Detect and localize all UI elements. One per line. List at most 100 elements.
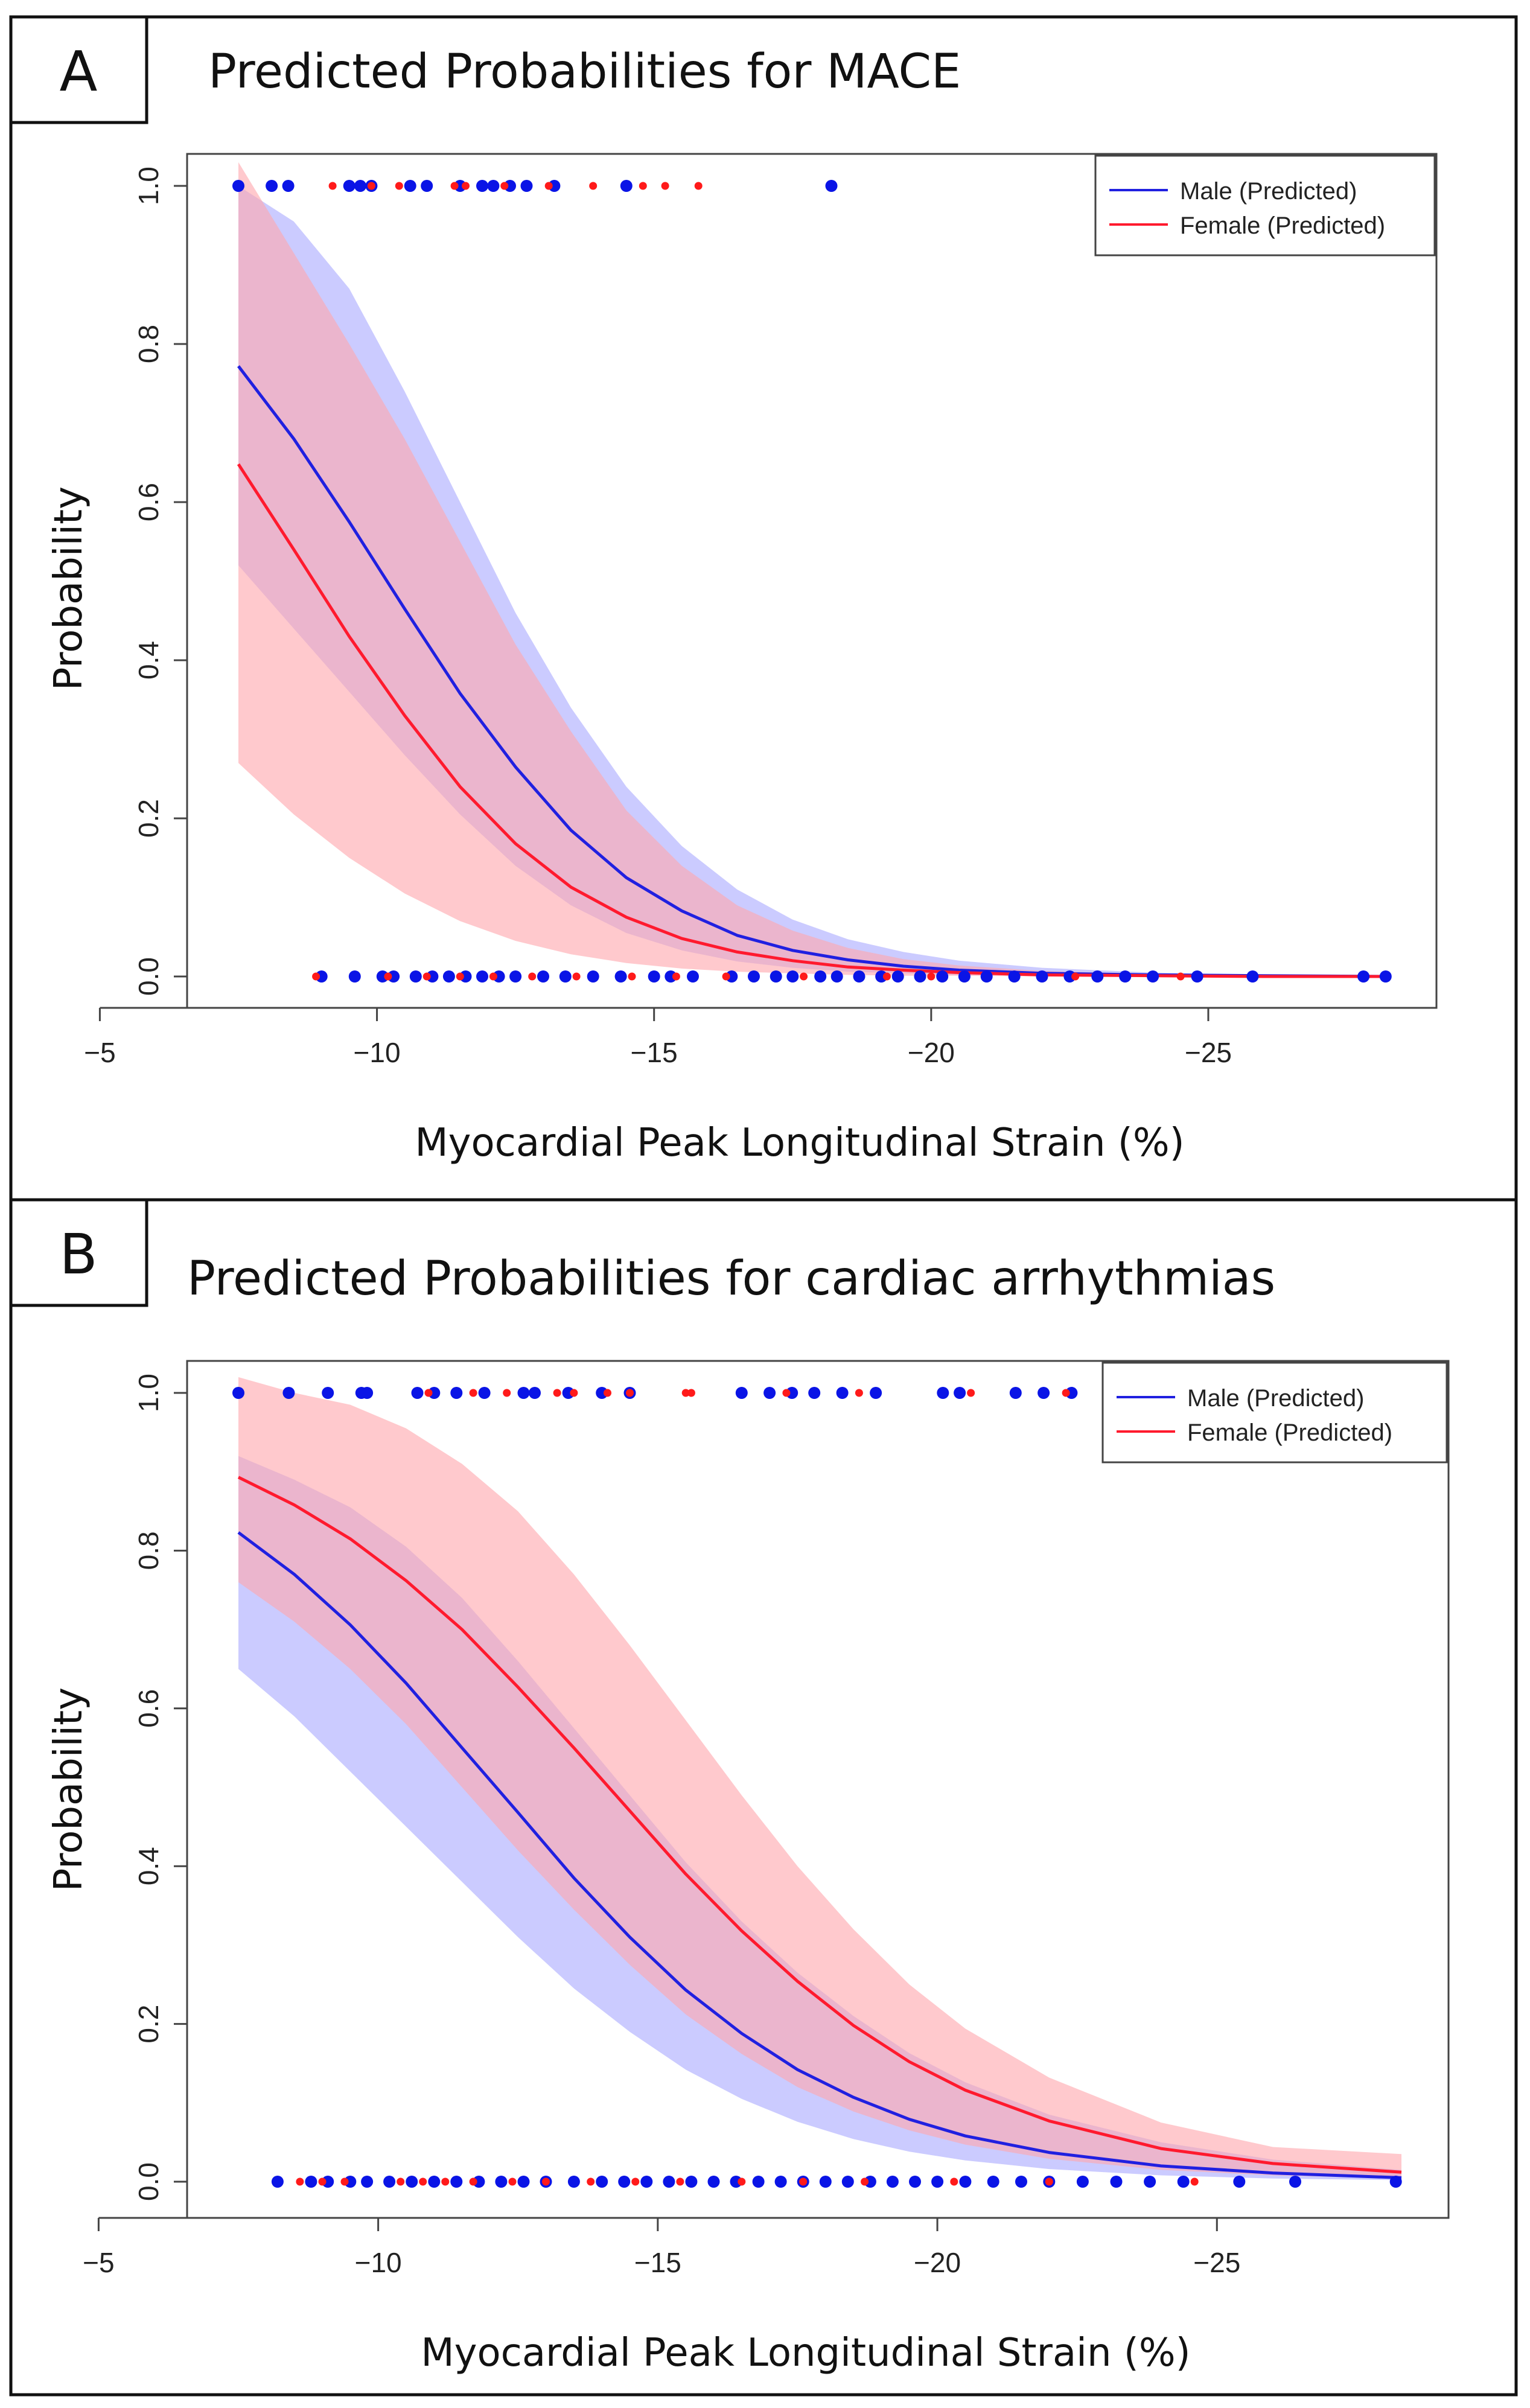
panel-b-male-nonevent-point [567,2176,580,2188]
panel-b-legend-box [1101,1362,1448,1464]
panel-b-female-event-point [626,1389,634,1397]
panel-a-y-tick-label: 0.2 [133,799,164,838]
panel-b-y-tick-label: 0.2 [133,2005,164,2043]
panel-a-female-event-point [462,182,470,190]
panel-a-y-tick-label: 0.0 [133,957,164,996]
panel-b-male-event-point [870,1387,882,1399]
panel-a-male-event-point [232,180,244,192]
panel-b-male-event-point [596,1387,608,1399]
panel-a-male-nonevent-point [1379,970,1392,983]
panel-b-male-nonevent-point [406,2176,418,2188]
panel-a-y-tick-label: 0.8 [133,325,164,363]
panel-a: A Predicted Probabilities for MACE −5 −10… [9,15,1518,1202]
panel-b-female-nonevent-point [296,2177,304,2186]
panel-b-female-event-point [1062,1389,1070,1397]
panel-b-female-nonevent-point [508,2177,517,2186]
panel-b-male-nonevent-point [1076,2176,1089,2188]
panel-b-male-nonevent-point [886,2176,899,2188]
panel-a-male-event-point [487,180,500,192]
panel-a-female-event-point [661,182,669,190]
panel-a-male-event-point [476,180,488,192]
panel-b-male-event-point [808,1387,821,1399]
panel-a-male-nonevent-point [980,970,993,983]
panel-b-female-event-point [687,1389,695,1397]
panel-b-male-nonevent-point [864,2176,876,2188]
panel-b-male-nonevent-point [428,2176,441,2188]
panel-a-female-nonevent-point [672,972,680,981]
panel-b-male-event-point [562,1387,575,1399]
panel-b-female-event-point [681,1389,690,1397]
panel-a-x-tick-label: −25 [1185,1037,1232,1068]
panel-a-male-nonevent-point [1357,970,1370,983]
panel-a-male-nonevent-point [814,970,827,983]
panel-a-male-nonevent-point [853,970,865,983]
panel-b-male-nonevent-point [383,2176,396,2188]
panel-a-x-tick-label: −15 [631,1037,678,1068]
panel-b-male-nonevent-point [495,2176,508,2188]
panel-a-male-nonevent-point [770,970,782,983]
panel-a-female-nonevent-point [882,972,891,981]
panel-a-male-nonevent-point [442,970,455,983]
panel-b-male-event-point [517,1387,530,1399]
panel-b-legend-female-label: Female (Predicted) [1187,1419,1392,1446]
panel-b-male-nonevent-point [1289,2176,1301,2188]
panel-b-male-event-point [1009,1387,1022,1399]
panel-a-male-nonevent-point [476,970,488,983]
panel-b-male-nonevent-point [473,2176,485,2188]
panel-b-male-nonevent-point [841,2176,854,2188]
panel-a-male-nonevent-point [1091,970,1104,983]
panel-b-x-tick-label: −25 [1193,2247,1240,2278]
panel-a-female-event-point [639,182,647,190]
panel-b-female-nonevent-point [441,2177,450,2186]
panel-b-male-nonevent-point [361,2176,374,2188]
panel-b-legend: Male (Predicted) Female (Predicted) [1101,1362,1448,1464]
panel-a-male-nonevent-point [875,970,888,983]
panel-b-male-nonevent-point [1389,2176,1402,2188]
panel-a-legend-female-label: Female (Predicted) [1180,212,1385,239]
panel-b-male-nonevent-point [752,2176,765,2188]
panel-a-female-nonevent-point [456,972,464,981]
panel-a-male-event-point [548,180,561,192]
panel-a-male-nonevent-point [1008,970,1021,983]
panel-b-female-nonevent-point [861,2177,869,2186]
panel-a-x-axis-title: Myocardial Peak Longitudinal Strain (%) [415,1121,1184,1165]
panel-b-female-confidence-band [238,1377,1401,2179]
panel-b-female-event-point [570,1389,578,1397]
panel-b-male-nonevent-point [707,2176,720,2188]
panel-b-male-event-point [954,1387,966,1399]
panel-b-male-nonevent-point [1110,2176,1123,2188]
panel-a-male-nonevent-point [1063,970,1076,983]
panel-a-male-nonevent-point [614,970,627,983]
panel-b-male-event-point [361,1387,374,1399]
panel-a-female-nonevent-point [572,972,581,981]
panel-b-female-event-point [967,1389,975,1397]
panel-a-female-nonevent-point [384,972,392,981]
panel-a-letter: A [60,39,98,104]
panel-a-x-tick-label: −5 [84,1037,115,1068]
panel-a-male-nonevent-point [958,970,971,983]
panel-b-male-nonevent-point [618,2176,631,2188]
panel-b-male-nonevent-point [305,2176,317,2188]
panel-a-male-nonevent-point [459,970,472,983]
panel-a-male-nonevent-point [426,970,439,983]
panel-b-observation-points [232,1387,1402,2188]
panel-b-x-axis: −5 −10 −15 −20 −25 [83,2217,1240,2278]
panel-b-female-nonevent-point [1190,2177,1199,2186]
panel-a-female-event-point [544,182,553,190]
panel-b-male-nonevent-point [909,2176,921,2188]
panel-b-male-event-point [478,1387,491,1399]
panel-b-female-nonevent-point [340,2177,349,2186]
panel-b-male-event-point [763,1387,776,1399]
panel-b-y-axis-title: Probability [46,1687,91,1891]
panel-a-male-nonevent-point [1246,970,1259,983]
panel-a-title: Predicted Probabilities for MACE [208,45,961,99]
panel-a-male-nonevent-point [748,970,760,983]
panel-b: B Predicted Probabilities for cardiac ar… [9,1198,1518,2397]
panel-a-female-nonevent-point [1176,972,1185,981]
panel-a-female-event-point [450,182,459,190]
panel-a-letter-box [9,15,148,124]
panel-b-female-nonevent-point [318,2177,327,2186]
panel-a-female-nonevent-point [927,972,936,981]
panel-a-male-event-point [354,180,366,192]
panel-b-female-nonevent-point [799,2177,808,2186]
